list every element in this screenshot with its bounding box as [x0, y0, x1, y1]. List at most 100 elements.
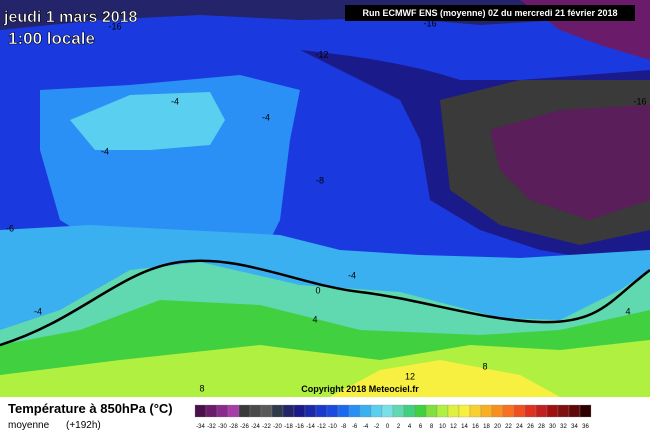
legend-swatch [469, 404, 482, 418]
legend-swatch [381, 404, 394, 418]
legend-label: 18 [483, 424, 490, 430]
legend-swatch [480, 404, 493, 418]
legend-label: 10 [439, 424, 446, 430]
legend-label: 16 [472, 424, 479, 430]
footer-subtitle: moyenne [8, 420, 50, 431]
contour-label: 8 [199, 383, 204, 393]
legend-swatch [392, 404, 405, 418]
legend-label: -26 [240, 424, 249, 430]
legend-swatch [260, 404, 273, 418]
time: 1:00 locale [8, 29, 95, 48]
legend-swatch [403, 404, 416, 418]
legend-label: -14 [306, 424, 315, 430]
legend-label: 0 [386, 424, 390, 430]
legend-swatch [315, 404, 328, 418]
legend-swatch [337, 404, 350, 418]
legend-label: -12 [317, 424, 326, 430]
footer: Température à 850hPa (°C) moyenne (+192h… [0, 397, 650, 433]
contour-label: -4 [262, 112, 270, 122]
run-box [345, 5, 635, 21]
legend-label: 12 [450, 424, 457, 430]
legend-swatch [348, 404, 361, 418]
band-12 [330, 360, 560, 397]
legend-swatch [458, 404, 471, 418]
legend-label: 6 [419, 424, 423, 430]
coldest-land [490, 105, 650, 220]
legend-label: -30 [218, 424, 227, 430]
legend-swatch [491, 404, 504, 418]
map: -16 -16 -12 -16 -4 -4 -4 -8 -6 -4 -4 0 4… [0, 0, 650, 397]
legend-label: -28 [229, 424, 238, 430]
legend-swatch [326, 404, 339, 418]
contour-label: -4 [171, 96, 179, 106]
legend-label: 28 [538, 424, 545, 430]
contour-label: -16 [633, 96, 646, 106]
legend-label: 30 [549, 424, 556, 430]
legend-swatch [414, 404, 427, 418]
contour-label: 4 [625, 306, 630, 316]
contour-label: -12 [315, 49, 328, 59]
legend-label: 8 [430, 424, 434, 430]
legend-label: 20 [494, 424, 501, 430]
legend-label: -18 [284, 424, 293, 430]
legend-label: 26 [527, 424, 534, 430]
legend-swatch [502, 404, 515, 418]
legend-swatch [568, 404, 581, 418]
legend-label: -20 [273, 424, 282, 430]
legend-label: -34 [196, 424, 205, 430]
legend-swatch [557, 404, 570, 418]
contour-label: 8 [482, 361, 487, 371]
contour-label: -16 [108, 21, 121, 31]
legend: -34 -32 -30 -28 -26 -24 -22 -20 -18 -16 -14 -12 -10-… [194, 404, 592, 430]
legend-label: 36 [582, 424, 589, 430]
contour-label: -4 [34, 306, 42, 316]
contour-label: 12 [405, 371, 415, 381]
legend-label: 34 [571, 424, 578, 430]
legend-swatch [249, 404, 262, 418]
legend-label: 22 [505, 424, 512, 430]
contour-label: -4 [348, 270, 356, 280]
legend-swatch [216, 404, 229, 418]
legend-swatch [436, 404, 449, 418]
contour-label: -4 [101, 146, 109, 156]
legend-swatch [370, 404, 383, 418]
legend-label: 4 [408, 424, 412, 430]
legend-swatch [205, 404, 218, 418]
legend-label: -22 [262, 424, 271, 430]
legend-swatch [238, 404, 251, 418]
legend-label: -6 [352, 424, 358, 430]
legend-swatch [425, 404, 438, 418]
contour-label: -16 [423, 18, 436, 28]
legend-label: -4 [363, 424, 369, 430]
zero-isotherm [0, 259, 650, 347]
legend-swatch [535, 404, 548, 418]
legend-swatch [579, 404, 592, 418]
legend-label: 2 [397, 424, 401, 430]
legend-swatch [546, 404, 559, 418]
legend-swatch [282, 404, 295, 418]
legend-label: -24 [251, 424, 260, 430]
footer-title: Température à 850hPa (°C) [8, 401, 173, 416]
copyright: Copyright 2018 Meteociel.fr [301, 384, 419, 394]
legend-label: -2 [374, 424, 380, 430]
legend-swatch [293, 404, 306, 418]
legend-swatch [194, 404, 207, 418]
legend-swatch [524, 404, 537, 418]
legend-label: 24 [516, 424, 523, 430]
legend-label: -32 [207, 424, 216, 430]
title: jeudi 1 mars 2018 [3, 9, 138, 26]
legend-label: -16 [295, 424, 304, 430]
contour-label: -6 [6, 223, 14, 233]
warm-pocket [70, 92, 225, 150]
contour-label: 4 [312, 314, 317, 324]
legend-swatch [359, 404, 372, 418]
legend-label: 14 [461, 424, 468, 430]
legend-label: 32 [560, 424, 567, 430]
legend-swatch [227, 404, 240, 418]
legend-swatch [447, 404, 460, 418]
contour-label: -8 [316, 175, 324, 185]
legend-label: -8 [341, 424, 347, 430]
legend-swatch [513, 404, 526, 418]
legend-swatch [271, 404, 284, 418]
